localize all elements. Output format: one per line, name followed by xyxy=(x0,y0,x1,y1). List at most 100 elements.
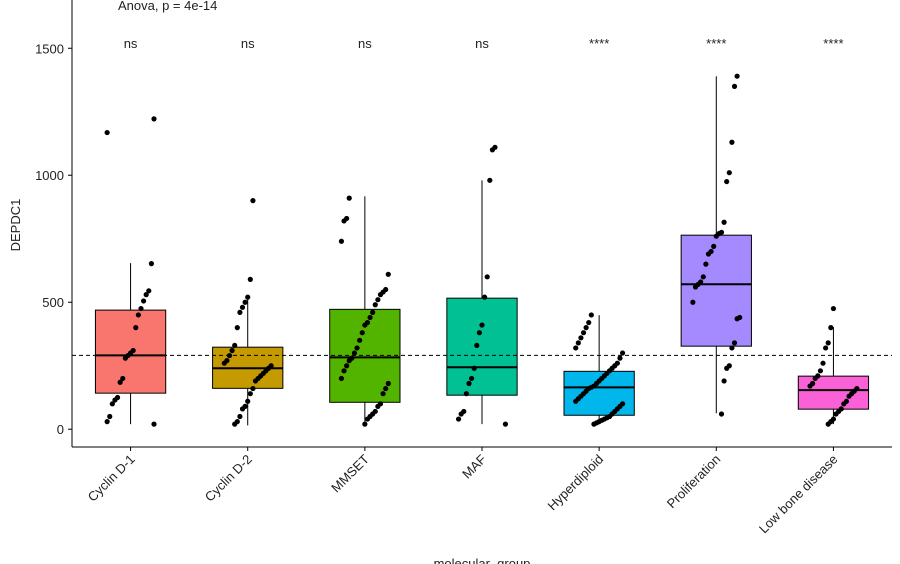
data-point xyxy=(383,385,389,392)
data-point xyxy=(820,360,826,366)
data-point xyxy=(247,276,253,282)
data-point xyxy=(234,325,240,331)
data-point xyxy=(463,391,469,397)
significance-label: **** xyxy=(823,36,843,51)
data-point xyxy=(700,274,706,280)
data-point xyxy=(247,391,253,397)
data-point xyxy=(458,411,464,417)
data-point xyxy=(474,342,480,349)
significance-label: ns xyxy=(241,36,255,51)
data-point xyxy=(232,342,238,349)
data-point xyxy=(731,340,738,346)
data-point xyxy=(830,305,837,312)
box xyxy=(563,370,635,416)
data-point xyxy=(841,401,847,407)
data-point xyxy=(484,274,490,280)
data-point xyxy=(476,330,482,336)
data-point xyxy=(362,322,368,328)
y-axis-title: DEPDC1 xyxy=(8,199,23,252)
data-point xyxy=(135,312,141,318)
x-tick-label: Low bone disease xyxy=(756,452,841,537)
data-point xyxy=(239,406,246,412)
data-point xyxy=(591,421,597,427)
data-point xyxy=(726,170,732,176)
data-point xyxy=(573,345,579,351)
data-point xyxy=(466,380,472,387)
data-point xyxy=(237,413,243,420)
x-tick-label: MMSET xyxy=(328,451,372,495)
data-point xyxy=(104,419,110,425)
y-tick-label: 500 xyxy=(42,295,64,310)
data-point xyxy=(245,294,251,300)
data-point xyxy=(229,347,235,354)
data-point xyxy=(724,365,730,371)
data-point xyxy=(117,379,123,385)
x-axis-title: molecular_group xyxy=(434,556,531,564)
data-point xyxy=(482,294,488,300)
data-point xyxy=(346,195,352,201)
data-point xyxy=(252,378,259,384)
data-point xyxy=(359,330,365,336)
data-point xyxy=(692,284,699,290)
data-point xyxy=(148,261,154,267)
data-point xyxy=(245,398,251,404)
data-point xyxy=(354,345,360,351)
data-point xyxy=(734,73,740,79)
data-point xyxy=(455,416,462,422)
data-point xyxy=(588,312,594,318)
data-point xyxy=(151,421,157,427)
data-point xyxy=(812,375,818,382)
data-point xyxy=(833,411,839,417)
data-point xyxy=(690,299,696,305)
significance-label: ns xyxy=(358,36,372,51)
box xyxy=(680,234,752,347)
significance-label: **** xyxy=(589,36,609,51)
data-point xyxy=(729,139,735,145)
data-point xyxy=(721,378,727,384)
data-point xyxy=(385,271,391,277)
data-point xyxy=(721,219,727,225)
data-point xyxy=(338,238,345,244)
data-point xyxy=(364,416,371,422)
data-point xyxy=(489,147,496,153)
data-point xyxy=(133,325,139,331)
data-point xyxy=(362,421,368,427)
data-point xyxy=(346,358,352,364)
data-point xyxy=(825,340,831,346)
data-point xyxy=(713,233,719,239)
significance-label: ns xyxy=(124,36,138,51)
x-tick-label: Cyclin D-2 xyxy=(202,452,255,505)
data-point xyxy=(734,316,740,322)
data-point xyxy=(711,243,717,249)
data-point xyxy=(351,350,358,356)
data-point xyxy=(731,83,738,89)
data-point xyxy=(385,380,391,387)
data-point xyxy=(580,330,587,336)
data-point xyxy=(146,288,152,294)
data-point xyxy=(112,397,118,403)
box xyxy=(446,297,518,396)
data-point xyxy=(239,304,246,310)
data-point xyxy=(619,350,626,356)
y-tick-label: 1500 xyxy=(35,41,64,56)
data-point xyxy=(583,325,589,331)
data-point xyxy=(338,375,345,382)
data-point xyxy=(138,305,144,312)
data-point xyxy=(575,340,581,346)
data-point xyxy=(341,368,347,374)
significance-label: **** xyxy=(706,36,726,51)
data-point xyxy=(487,177,493,183)
data-point xyxy=(250,198,256,204)
data-point xyxy=(817,368,824,374)
data-point xyxy=(375,297,381,303)
x-tick-label: MAF xyxy=(459,451,489,481)
x-tick-label: Hyperdiploid xyxy=(545,452,607,514)
data-point xyxy=(578,335,584,341)
data-point xyxy=(151,116,157,122)
data-point xyxy=(367,314,373,321)
data-point xyxy=(120,375,126,382)
data-point xyxy=(107,413,113,420)
data-point xyxy=(471,365,477,371)
